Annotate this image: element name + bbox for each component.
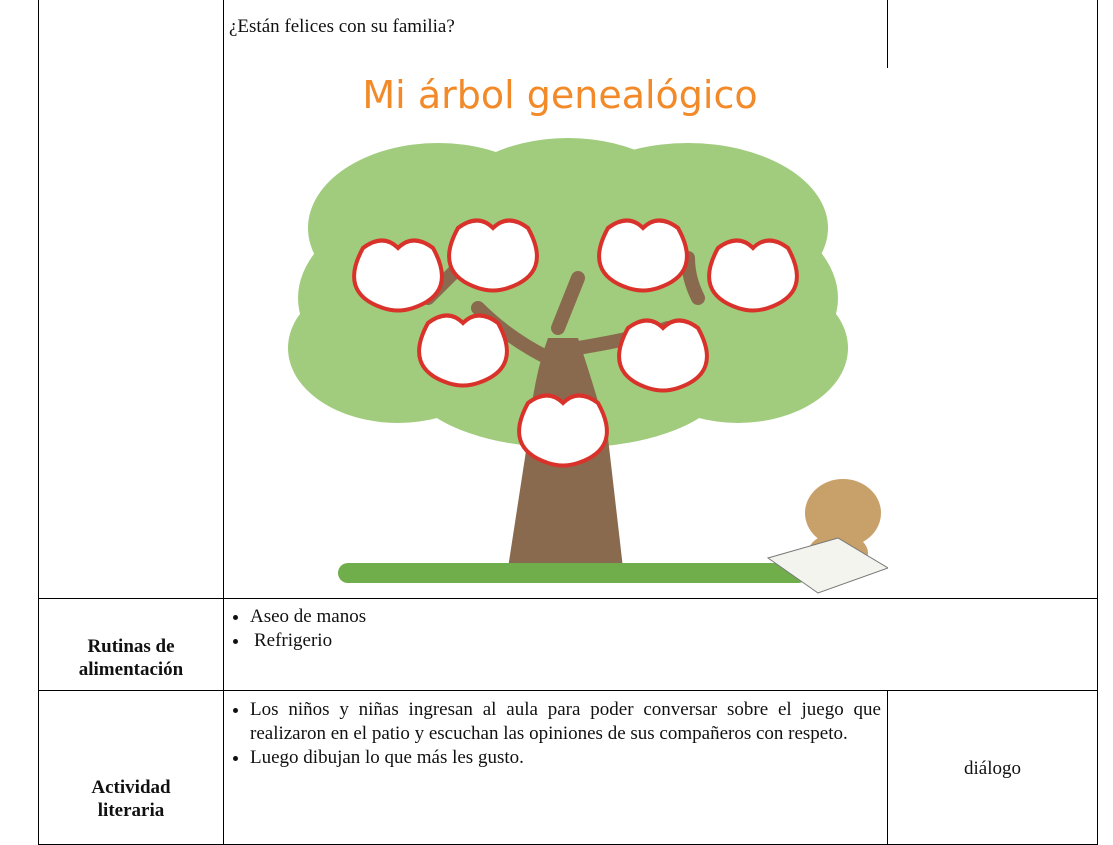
family-tree-illustration: Mi árbol genealógico	[288, 78, 888, 594]
question: ¿Están felices con su familia?	[229, 16, 455, 37]
row-label: Rutinas de alimentación	[78, 636, 184, 680]
row-label: Actividad literaria	[91, 777, 171, 821]
bullet-item: Los niños y niñas ingresan al aula para …	[250, 698, 881, 746]
image-title: Mi árbol genealógico	[362, 78, 757, 117]
bullet-list: Aseo de manos Refrigerio	[226, 605, 881, 653]
border	[887, 0, 888, 68]
border	[38, 0, 39, 845]
bullet-item: Refrigerio	[250, 629, 881, 653]
border	[223, 0, 224, 845]
resource: diálogo	[964, 758, 1021, 779]
border	[38, 598, 1098, 599]
border	[1097, 0, 1098, 845]
bullet-item: Luego dibujan lo que más les gusto.	[250, 746, 881, 770]
bullet-item: Aseo de manos	[250, 605, 881, 629]
bullet-list: Los niños y niñas ingresan al aula para …	[226, 698, 881, 770]
border	[38, 690, 1098, 691]
border	[887, 690, 888, 845]
